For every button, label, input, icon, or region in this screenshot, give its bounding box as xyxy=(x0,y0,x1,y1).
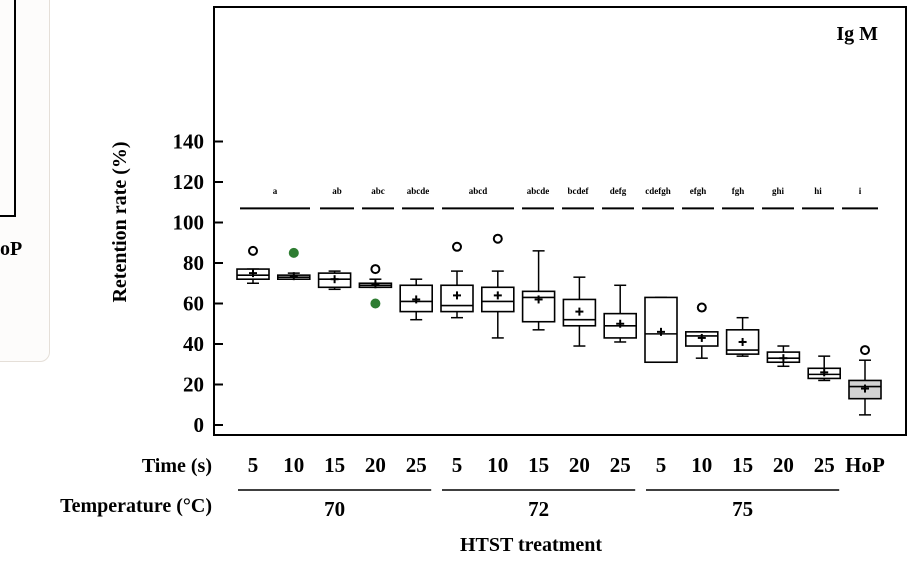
significance-letter: abcd xyxy=(469,186,488,196)
y-tick-label: 40 xyxy=(183,332,204,356)
significance-letter: abc xyxy=(371,186,385,196)
outlier-point xyxy=(696,302,707,313)
x-axis-label: HTST treatment xyxy=(460,534,602,556)
box-plot-2 xyxy=(276,247,311,281)
significance-letter: cdefgh xyxy=(645,186,671,196)
y-tick-label: 140 xyxy=(173,130,205,154)
y-axis: 0 20 40 60 80 100 120 140 xyxy=(173,130,223,437)
time-tick-label: 5 xyxy=(656,453,667,477)
time-tick-label: 5 xyxy=(248,453,259,477)
box-plot-14 xyxy=(766,345,801,368)
box-plot-1 xyxy=(236,245,270,284)
time-tick-label: 10 xyxy=(487,453,508,477)
box-plot-10 xyxy=(603,284,638,343)
outlier-point-filled xyxy=(370,298,381,309)
box-plot-7 xyxy=(480,233,515,339)
significance-letter: ab xyxy=(332,186,342,196)
time-tick-label: 25 xyxy=(610,453,631,477)
outlier-point xyxy=(452,241,462,252)
time-tick-label: 20 xyxy=(569,453,590,477)
y-tick-label: 80 xyxy=(183,251,204,275)
significance-letter: abcde xyxy=(527,186,550,196)
outlier-point xyxy=(370,264,381,275)
time-tick-label: 10 xyxy=(283,453,304,477)
cropped-neighbor-frame xyxy=(0,0,16,217)
box-plot-11 xyxy=(644,296,678,364)
time-tick-label: 25 xyxy=(814,453,835,477)
outlier-point xyxy=(492,233,503,244)
time-tick-label: 15 xyxy=(528,453,549,477)
outlier-point-filled xyxy=(288,247,299,258)
significance-letter: a xyxy=(273,186,278,196)
significance-letter: hi xyxy=(814,186,822,196)
box-plot-6 xyxy=(440,241,474,319)
plot-frame xyxy=(213,6,907,436)
time-tick-label: 20 xyxy=(773,453,794,477)
cropped-neighbor-panel xyxy=(0,0,50,362)
time-tick-label: 15 xyxy=(732,453,753,477)
time-tick-label: HoP xyxy=(845,453,885,477)
time-tick-label: 10 xyxy=(691,453,712,477)
box-plot-15 xyxy=(807,355,842,382)
outlier-point xyxy=(860,345,870,356)
box-plot-9 xyxy=(562,276,597,347)
significance-letter: bcdef xyxy=(568,186,590,196)
y-tick-label: 20 xyxy=(183,373,204,397)
temperature-group-label: 70 xyxy=(324,497,345,521)
y-tick-label: 120 xyxy=(173,170,205,194)
y-axis-label: Retention rate (%) xyxy=(109,141,131,302)
cropped-neighbor-label: oP xyxy=(0,238,23,260)
box-plot-16 xyxy=(848,345,882,416)
significance-letter: fgh xyxy=(732,186,745,196)
temperature-group-label: 72 xyxy=(528,497,549,521)
time-tick-label: 5 xyxy=(452,453,463,477)
x-axis-labels: 5 10 15 20 25 5 10 15 20 25 5 10 15 20 25 HoP 70 72 75 xyxy=(238,453,885,521)
significance-letter: abcde xyxy=(407,186,430,196)
y-tick-label: 60 xyxy=(183,292,204,316)
time-tick-label: 25 xyxy=(406,453,427,477)
significance-letter: efgh xyxy=(690,186,707,196)
significance-letter: ghi xyxy=(772,186,785,196)
significance-layer: a ab abc abcde abcd abcde bcdef defg cdefgh efgh f… xyxy=(240,186,878,210)
box-plot-8 xyxy=(521,250,556,331)
box-plot-13 xyxy=(725,316,760,357)
box-layer xyxy=(236,233,882,416)
y-tick-label: 0 xyxy=(194,413,205,437)
panel-label: Ig M xyxy=(836,23,878,45)
temperature-row-label: Temperature (°C) xyxy=(60,495,212,517)
significance-letter: defg xyxy=(610,186,627,196)
y-tick-label: 100 xyxy=(173,211,205,235)
time-row-label: Time (s) xyxy=(142,455,212,477)
box-plot-5 xyxy=(399,278,434,321)
outlier-point xyxy=(248,245,258,256)
time-tick-label: 20 xyxy=(365,453,386,477)
time-tick-label: 15 xyxy=(324,453,345,477)
significance-letter: i xyxy=(859,186,862,196)
box-plot-3 xyxy=(317,270,352,291)
temperature-group-label: 75 xyxy=(732,497,753,521)
box-plot-4 xyxy=(358,264,393,309)
interquartile-box xyxy=(480,286,515,313)
box-plot-12 xyxy=(684,302,719,359)
